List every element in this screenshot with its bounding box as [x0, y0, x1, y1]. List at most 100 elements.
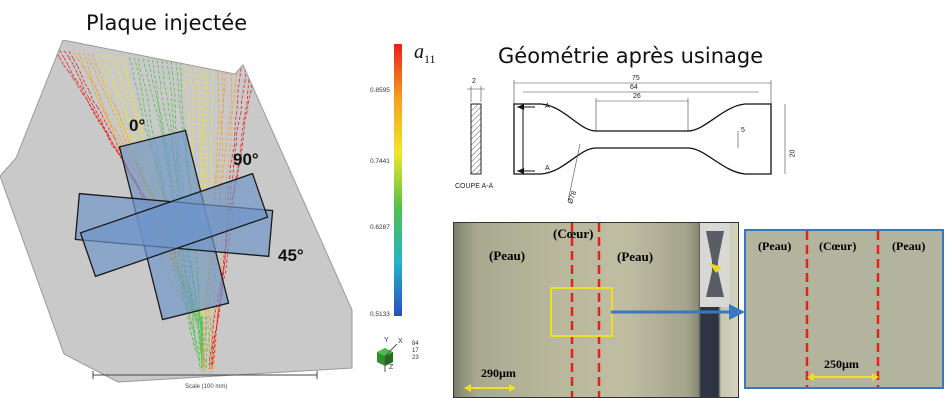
- fiber-line-segment: [94, 70, 99, 80]
- fiber-line-segment: [124, 56, 127, 68]
- fiber-line-segment: [193, 319, 195, 331]
- fiber-line-segment: [167, 102, 170, 114]
- fiber-line-segment: [201, 151, 203, 163]
- fiber-line-segment: [234, 111, 238, 123]
- fiber-line-segment: [223, 88, 225, 100]
- fiber-line-segment: [244, 111, 248, 122]
- fiber-line-segment: [201, 162, 203, 174]
- fiber-line-segment: [142, 78, 146, 89]
- colorbar-tick-1: 0.8595: [370, 87, 390, 94]
- fiber-line-segment: [201, 327, 204, 339]
- axis-values: 84 17 23: [412, 341, 419, 362]
- fiber-line-segment: [107, 92, 112, 103]
- scale-label: Scale (100 mm): [185, 384, 228, 390]
- fiber-line-segment: [201, 349, 203, 361]
- fiber-line-segment: [123, 119, 128, 130]
- fiber-line-segment: [202, 119, 204, 131]
- fiber-line-segment: [63, 50, 70, 58]
- fiber-line-segment: [132, 97, 137, 108]
- fiber-line-segment: [169, 113, 172, 125]
- zoom-box: [550, 287, 613, 337]
- fiber-line-segment: [203, 97, 206, 109]
- fiber-line-segment: [171, 103, 173, 115]
- fiber-line-segment: [123, 65, 127, 76]
- fiber-line-segment: [139, 68, 144, 79]
- fiber-line-segment: [180, 95, 183, 107]
- fiber-line-segment: [147, 79, 151, 90]
- fiber-line-segment: [96, 54, 100, 65]
- fiber-line-segment: [214, 350, 216, 362]
- fiber-line-segment: [241, 90, 244, 102]
- fiber-line-segment: [203, 75, 206, 87]
- fiber-line-segment: [219, 142, 221, 154]
- fiber-line-segment: [175, 62, 178, 73]
- fiber-line-segment: [117, 120, 122, 131]
- fiber-line-segment: [191, 85, 194, 96]
- fiber-line-segment: [229, 164, 231, 176]
- fiber-line-segment: [211, 98, 214, 110]
- colorbar-subscript: 11: [424, 52, 436, 66]
- fiber-line-segment: [219, 165, 222, 177]
- fiber-line-segment: [192, 342, 197, 353]
- fiber-line-segment: [110, 97, 115, 106]
- fiber-line-segment: [89, 91, 94, 101]
- fiber-line-segment: [110, 102, 115, 112]
- fiber-line-segment: [146, 119, 149, 130]
- fiber-line-segment: [246, 90, 249, 103]
- micrograph-left-overlay: [464, 223, 730, 397]
- fiber-line-segment: [230, 111, 233, 123]
- fiber-line-segment: [131, 129, 136, 139]
- fiber-line-segment: [141, 134, 146, 144]
- injected-plate-figure: [0, 40, 353, 383]
- fiber-line-segment: [67, 65, 73, 75]
- fiber-line-segment: [63, 64, 69, 72]
- fiber-line-segment: [192, 317, 194, 329]
- fiber-line-segment: [129, 123, 133, 134]
- fiber-line-segment: [136, 121, 141, 131]
- fiber-line-segment: [160, 120, 164, 132]
- fiber-line-segment: [211, 336, 214, 348]
- fiber-line-segment: [205, 348, 208, 360]
- fiber-line-segment: [222, 260, 224, 272]
- fiber-line-segment: [110, 55, 115, 65]
- fiber-line-segment: [106, 114, 112, 123]
- fiber-line-segment: [107, 73, 112, 83]
- fiber-line-segment: [206, 87, 209, 99]
- fiber-line-segment: [208, 315, 210, 327]
- fiber-line-segment: [205, 338, 207, 350]
- fiber-line-segment: [198, 313, 201, 325]
- fiber-line-segment: [124, 103, 128, 114]
- fiber-line-segment: [77, 58, 84, 67]
- fiber-line-segment: [84, 96, 90, 105]
- fiber-line-segment: [115, 55, 119, 66]
- fiber-line-segment: [101, 73, 106, 84]
- fiber-line-segment: [106, 115, 111, 126]
- fiber-line-segment: [90, 62, 96, 71]
- fiber-line-segment: [102, 125, 109, 134]
- fiber-line-segment: [190, 322, 195, 333]
- fiber-line-segment: [195, 321, 199, 332]
- fiber-line-segment: [203, 174, 206, 186]
- fiber-line-segment: [237, 164, 240, 175]
- fiber-line-segment: [220, 154, 223, 166]
- fiber-line-segment: [232, 144, 235, 155]
- fiber-line-segment: [174, 104, 176, 116]
- fiber-line-segment: [189, 321, 192, 333]
- fiber-line-segment: [168, 71, 171, 83]
- fiber-line-segment: [213, 306, 215, 318]
- fiber-line-segment: [182, 117, 185, 129]
- fiber-line-segment: [111, 81, 116, 92]
- fiber-line-segment: [240, 133, 243, 145]
- fiber-line-segment: [120, 130, 125, 140]
- micro-left-label-coeur: (Cœur): [553, 226, 594, 241]
- fiber-line-segment: [126, 94, 131, 104]
- fiber-line-segment: [163, 71, 165, 83]
- fiber-line-segment: [207, 337, 209, 349]
- fiber-line-segment: [121, 128, 127, 137]
- fiber-line-segment: [91, 80, 97, 89]
- fiber-line-segment: [242, 132, 245, 143]
- fiber-line-segment: [140, 87, 144, 99]
- fiber-line-segment: [98, 118, 104, 127]
- fiber-line-segment: [217, 121, 220, 133]
- fiber-line-segment: [119, 137, 125, 146]
